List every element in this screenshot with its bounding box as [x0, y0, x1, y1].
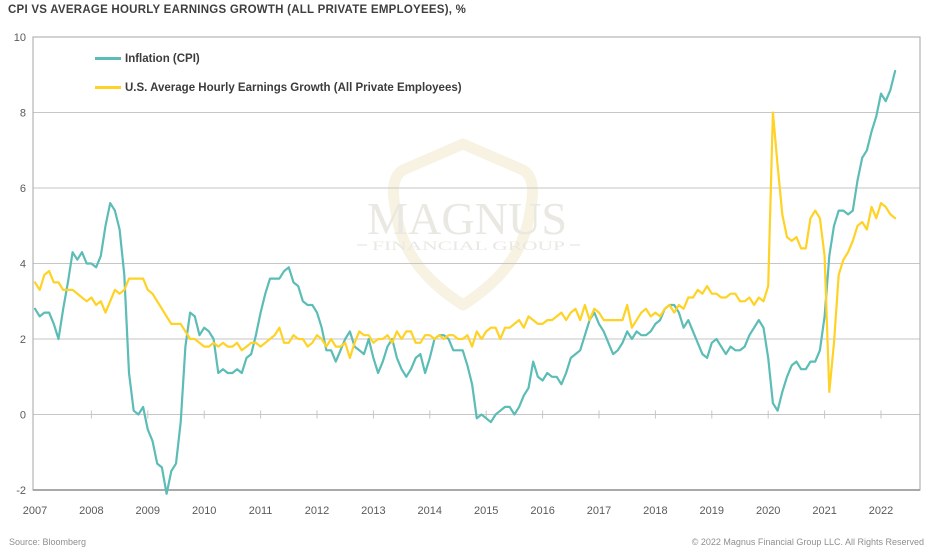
- x-tick-label: 2022: [869, 505, 893, 517]
- y-tick-label: 2: [20, 334, 26, 346]
- x-tick-label: 2018: [643, 505, 667, 517]
- earnings-line: [33, 111, 897, 393]
- x-tick-label: 2011: [249, 505, 273, 517]
- y-tick-label: -2: [16, 485, 26, 497]
- earnings-line-swatch: [95, 86, 121, 89]
- x-tick-label: 2008: [79, 505, 103, 517]
- source-note: Source: Bloomberg: [9, 537, 87, 547]
- x-tick-label: 2015: [474, 505, 498, 517]
- copyright-note: © 2022 Magnus Financial Group LLC. All R…: [691, 537, 924, 547]
- data-series: [33, 69, 897, 495]
- shield-icon: [388, 138, 538, 311]
- x-tick-label: 2020: [756, 505, 780, 517]
- watermark: MAGNUS FINANCIAL GROUP: [357, 138, 580, 311]
- y-tick-label: 10: [14, 32, 26, 44]
- y-tick-label: 8: [20, 108, 26, 120]
- cpi-line-swatch: [95, 57, 121, 60]
- x-tick-label: 2009: [136, 505, 160, 517]
- x-tick-label: 2013: [361, 505, 385, 517]
- x-tick-label: 2012: [305, 505, 329, 517]
- x-tick-label: 2007: [23, 505, 47, 517]
- legend-item-cpi: Inflation (CPI): [95, 50, 462, 67]
- y-tick-label: 4: [20, 259, 26, 271]
- legend: Inflation (CPI) U.S. Average Hourly Earn…: [95, 50, 462, 108]
- x-tick-label: 2016: [530, 505, 554, 517]
- y-tick-label: 0: [20, 410, 26, 422]
- watermark-name: MAGNUS: [367, 193, 567, 244]
- chart-title: CPI VS AVERAGE HOURLY EARNINGS GROWTH (A…: [8, 4, 467, 16]
- watermark-subname: FINANCIAL GROUP: [372, 238, 565, 253]
- x-tick-label: 2021: [812, 505, 836, 517]
- cpi-line: [33, 69, 897, 495]
- legend-label-earnings: U.S. Average Hourly Earnings Growth (All…: [125, 81, 462, 94]
- x-tick-label: 2014: [418, 505, 442, 517]
- y-tick-label: 6: [20, 183, 26, 195]
- x-tick-label: 2017: [587, 505, 611, 517]
- legend-label-cpi: Inflation (CPI): [125, 52, 200, 65]
- x-tick-label: 2010: [192, 505, 216, 517]
- legend-item-earnings: U.S. Average Hourly Earnings Growth (All…: [95, 79, 462, 96]
- x-tick-label: 2019: [700, 505, 724, 517]
- axis-labels: 10 8 6 4 2 0 -2 2007 2008 2009 2010 2011 2012 2013 201…: [14, 32, 893, 517]
